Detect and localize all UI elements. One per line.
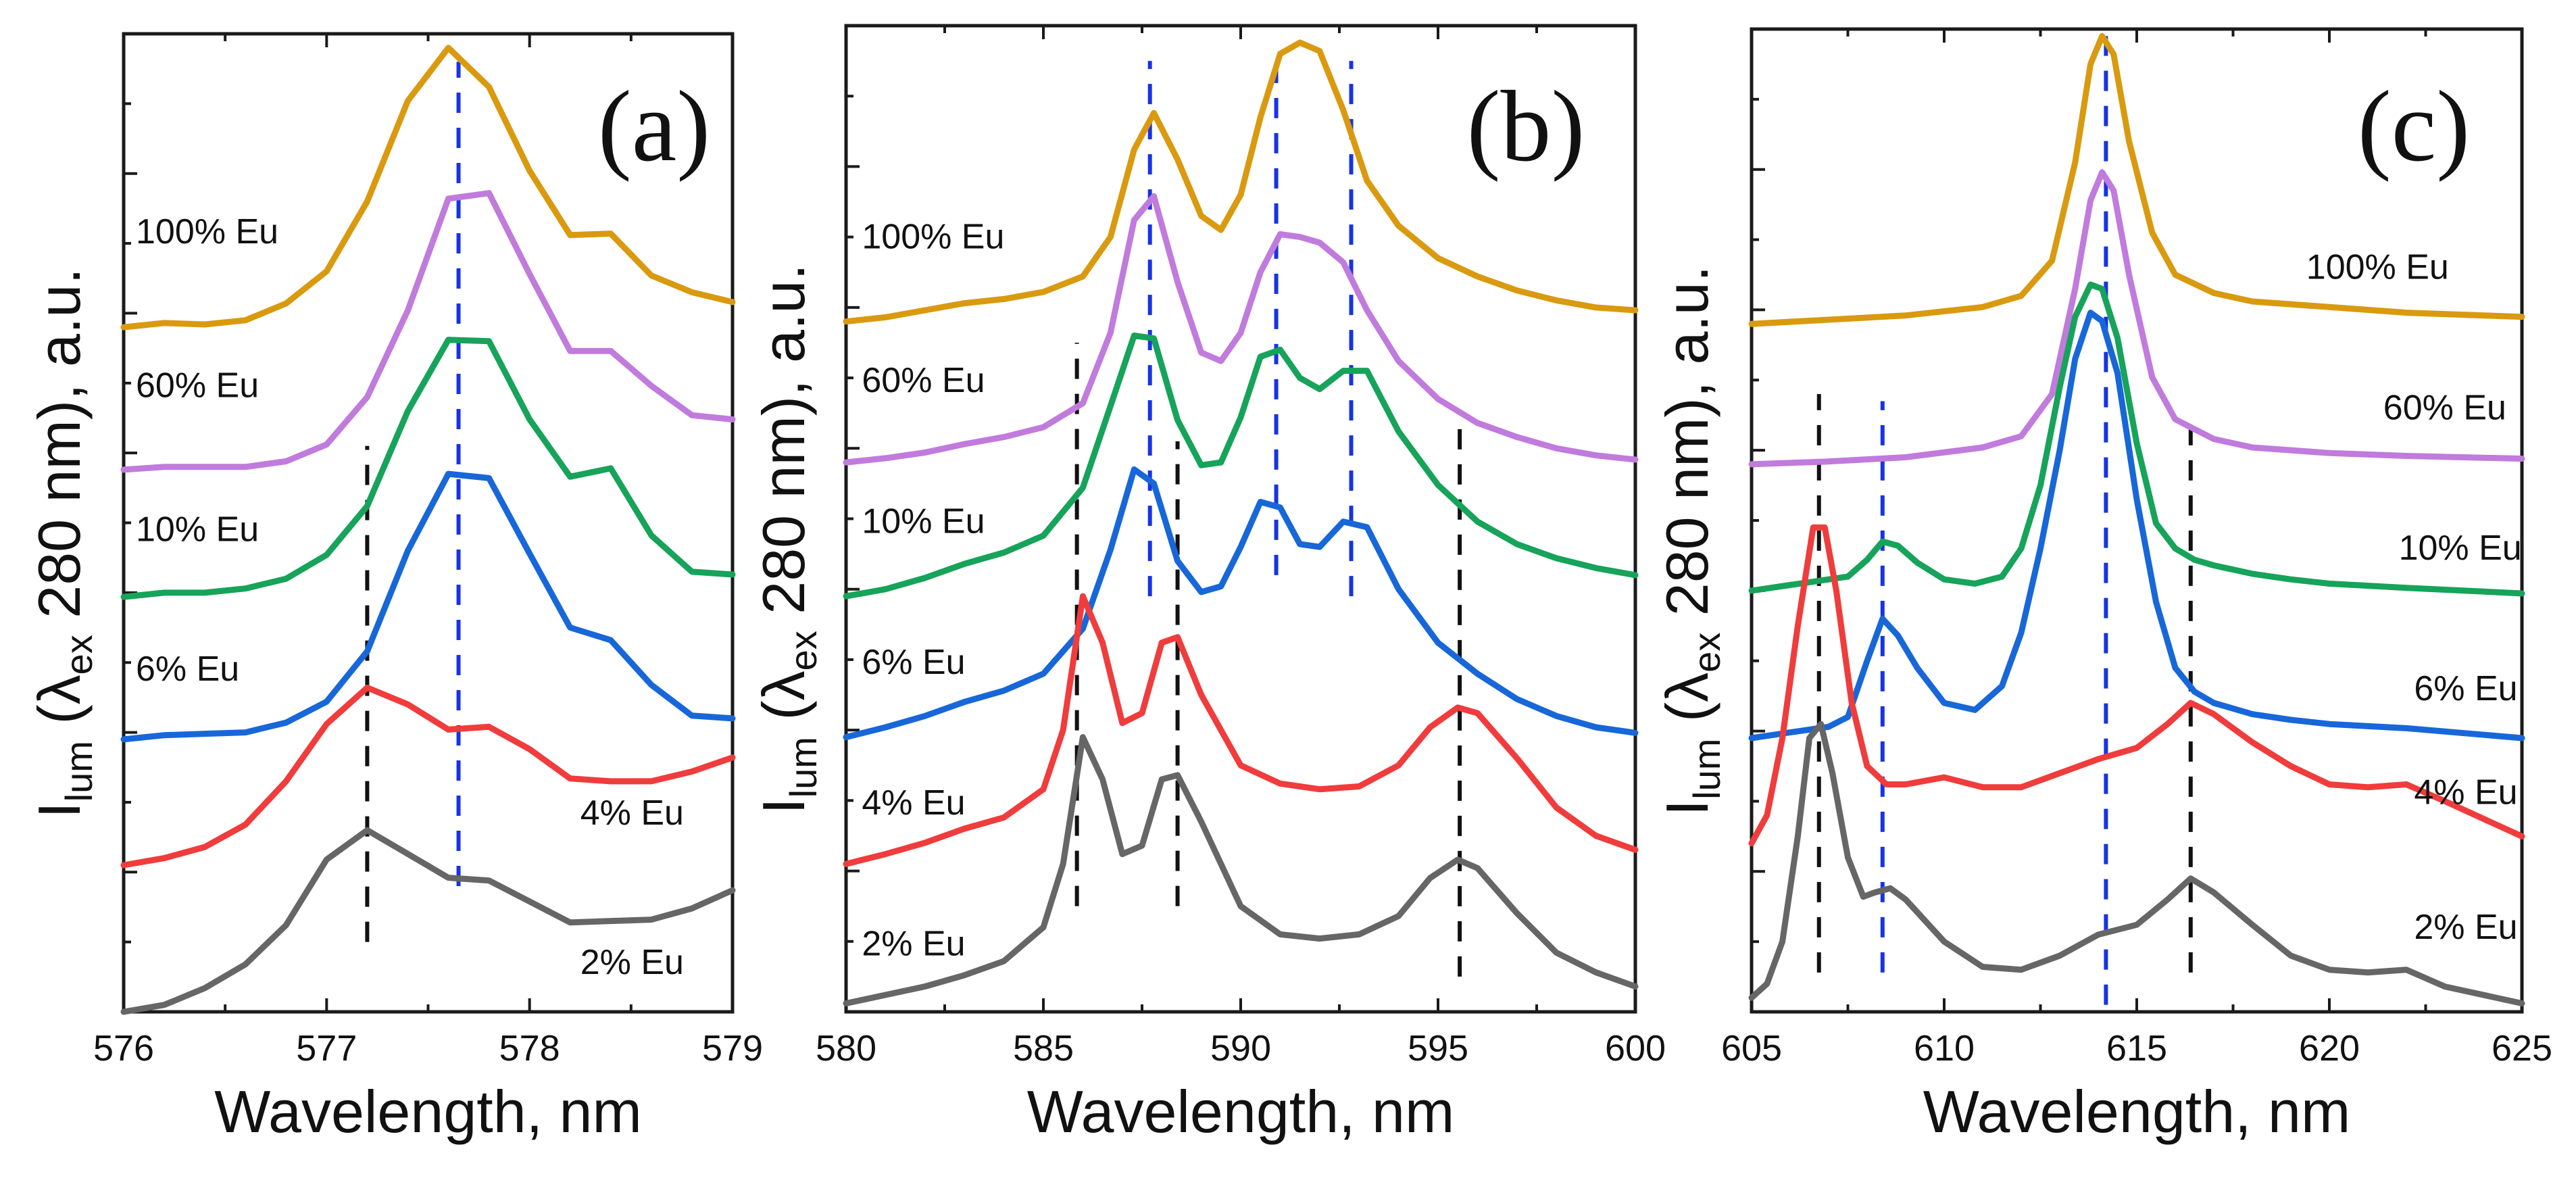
panel-b-series-100-eu <box>843 39 1639 325</box>
panel-b-series-4-eu <box>843 593 1639 867</box>
x-tick-label: 578 <box>499 1028 560 1069</box>
panel-a-label-100-eu: 100% Eu <box>136 212 278 251</box>
panel-a-series-6-eu <box>120 470 736 743</box>
panel-a-label-2-eu: 2% Eu <box>580 943 684 982</box>
panel-a-x-axis-title: Wavelength, nm <box>214 1078 642 1145</box>
y-axis-title-part: I <box>26 802 93 818</box>
panel-b-label-60-eu: 60% Eu <box>862 361 985 400</box>
x-tick-label: 610 <box>1914 1028 1975 1069</box>
panel-b-series-60-eu <box>843 193 1639 466</box>
panel-b-label-2-eu: 2% Eu <box>862 925 965 964</box>
x-tick-label: 576 <box>93 1028 154 1069</box>
x-tick-label: 580 <box>816 1028 876 1069</box>
x-tick-label: 577 <box>296 1028 357 1069</box>
y-axis-title-part: (λ <box>750 670 817 737</box>
x-tick-label: 620 <box>2299 1028 2360 1069</box>
x-tick-label: 579 <box>702 1028 763 1069</box>
panel-c-label-2-eu: 2% Eu <box>2414 908 2517 947</box>
panel-b-letter: (b) <box>1467 70 1585 182</box>
panel-c-series-6-eu <box>1748 310 2525 741</box>
panel-b-label-100-eu: 100% Eu <box>862 217 1004 256</box>
panel-c-series-10-eu <box>1748 281 2525 597</box>
y-axis-title-part: I <box>750 798 817 814</box>
panel-c-label-4-eu: 4% Eu <box>2414 773 2517 812</box>
x-tick-label: 625 <box>2492 1028 2552 1069</box>
panel-a-label-4-eu: 4% Eu <box>580 794 684 833</box>
y-axis-title-part: (λ <box>26 675 93 741</box>
panel-a: 576 577 578 579 Wavelength, nm Ilum (λex 280 … <box>26 32 763 1145</box>
panel-b-series-2-eu <box>843 734 1639 1006</box>
panel-b-x-axis-title: Wavelength, nm <box>1027 1078 1455 1145</box>
y-axis-title-subscript: ex <box>57 635 100 675</box>
panel-a-label-6-eu: 6% Eu <box>136 650 239 689</box>
panel-b-series-10-eu <box>843 333 1639 600</box>
y-axis-title-part: 280 nm), a.u. <box>750 264 817 631</box>
panel-b: 580 585 590 595 600 Wavelength, nm Ilum (λex 2… <box>750 24 1666 1145</box>
panel-c-series-4-eu <box>1748 524 2525 847</box>
panel-a-series-10-eu <box>120 337 736 600</box>
x-tick-label: 590 <box>1210 1028 1271 1069</box>
panel-c-label-60-eu: 60% Eu <box>2383 388 2506 427</box>
panel-b-label-10-eu: 10% Eu <box>862 502 985 541</box>
x-tick-label: 585 <box>1013 1028 1074 1069</box>
x-tick-label: 605 <box>1721 1028 1782 1069</box>
panel-b-label-4-eu: 4% Eu <box>862 783 965 823</box>
y-axis-title-part: 280 nm), a.u. <box>26 268 93 635</box>
y-axis-title-subscript: ex <box>782 631 824 670</box>
panel-c-series-100-eu <box>1748 32 2525 327</box>
y-axis-title-part: 280 nm), a.u. <box>1654 266 1720 633</box>
panel-a-series-60-eu <box>120 190 736 473</box>
panel-c-series-2-eu <box>1748 721 2525 1006</box>
panel-c-label-10-eu: 10% Eu <box>2399 529 2522 568</box>
panel-c-y-axis-title: Ilum (λex 280 nm), a.u. <box>1654 266 1728 816</box>
y-axis-title-part: (λ <box>1654 673 1720 739</box>
panel-c-x-axis-title: Wavelength, nm <box>1923 1078 2351 1145</box>
panel-a-letter: (a) <box>598 70 710 182</box>
panel-c-label-6-eu: 6% Eu <box>2414 669 2517 708</box>
panel-a-label-10-eu: 10% Eu <box>136 510 259 549</box>
y-axis-title-subscript: lum <box>57 741 100 802</box>
y-axis-title-subscript: lum <box>782 737 824 798</box>
panel-a-label-60-eu: 60% Eu <box>136 366 259 405</box>
panel-a-series-100-eu <box>120 45 736 331</box>
panel-b-label-6-eu: 6% Eu <box>862 643 965 682</box>
panel-c: 605 610 615 620 625 Wavelength, nm Ilum (λex 2… <box>1654 27 2552 1145</box>
y-axis-title-part: I <box>1654 800 1720 816</box>
panel-a-series-2-eu <box>120 827 736 1015</box>
x-tick-label: 595 <box>1408 1028 1468 1069</box>
panel-b-y-axis-title: Ilum (λex 280 nm), a.u. <box>750 264 824 814</box>
panel-c-label-100-eu: 100% Eu <box>2306 248 2449 287</box>
panel-c-letter: (c) <box>2358 70 2470 182</box>
panel-b-series-6-eu <box>843 466 1639 741</box>
panel-a-series-4-eu <box>120 684 736 869</box>
x-tick-label: 600 <box>1605 1028 1666 1069</box>
panel-c-series-60-eu <box>1748 169 2525 468</box>
panel-a-y-axis-title: Ilum (λex 280 nm), a.u. <box>26 268 100 819</box>
x-tick-label: 615 <box>2106 1028 2167 1069</box>
y-axis-title-subscript: ex <box>1685 633 1728 673</box>
y-axis-title-subscript: lum <box>1685 739 1728 800</box>
